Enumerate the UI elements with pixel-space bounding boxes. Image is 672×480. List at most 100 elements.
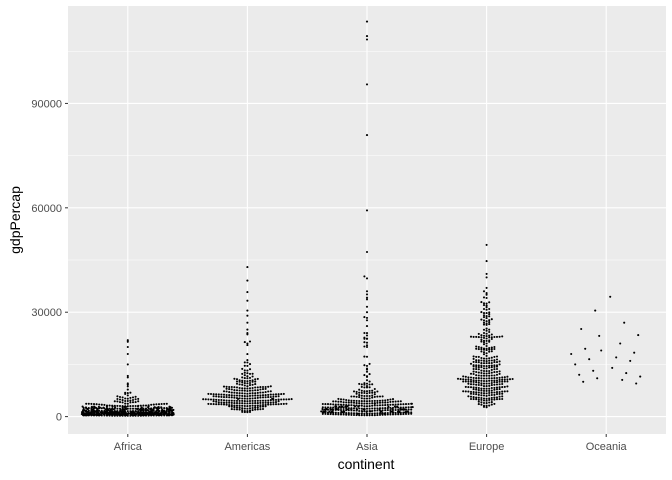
- data-point-americas: [248, 340, 252, 343]
- data-point-asia: [347, 404, 350, 407]
- data-point-europe: [477, 383, 480, 387]
- data-point-africa: [126, 345, 129, 349]
- data-point-americas: [230, 399, 233, 402]
- data-point-americas: [259, 386, 262, 389]
- data-point-americas: [264, 391, 267, 394]
- x-tick-label: Oceania: [586, 441, 628, 453]
- data-point-americas: [261, 396, 265, 399]
- data-point-americas: [241, 394, 244, 397]
- data-point-africa: [137, 410, 140, 413]
- data-point-americas: [209, 398, 213, 401]
- data-point-americas: [267, 399, 270, 402]
- data-point-americas: [246, 405, 249, 408]
- data-point-americas: [254, 380, 257, 383]
- data-point-americas: [282, 398, 285, 401]
- data-point-asia: [389, 400, 392, 403]
- data-point-americas: [267, 403, 270, 406]
- data-point-africa: [137, 400, 140, 403]
- data-point-asia: [347, 413, 350, 416]
- data-point-europe: [482, 392, 486, 395]
- data-point-europe: [469, 397, 473, 401]
- data-point-americas: [233, 396, 236, 399]
- data-point-europe: [495, 358, 499, 361]
- data-point-europe: [488, 334, 491, 337]
- data-point-europe: [490, 386, 493, 390]
- data-point-americas: [272, 393, 275, 396]
- data-point-europe: [467, 378, 470, 381]
- data-point-europe: [485, 296, 488, 300]
- data-point-europe: [485, 342, 488, 345]
- data-point-americas: [259, 391, 262, 394]
- data-point-americas: [235, 408, 239, 411]
- data-point-asia: [365, 334, 369, 337]
- data-point-europe: [490, 361, 493, 365]
- data-point-europe: [472, 380, 475, 383]
- data-point-americas: [256, 408, 259, 411]
- data-point-americas: [222, 390, 226, 393]
- data-point-americas: [246, 389, 249, 393]
- data-point-africa: [85, 402, 88, 405]
- data-point-africa: [134, 410, 137, 413]
- data-point-europe: [495, 364, 499, 367]
- data-point-asia: [376, 399, 379, 402]
- data-point-americas: [267, 393, 270, 396]
- data-point-oceania: [600, 349, 603, 352]
- data-point-europe: [485, 399, 488, 402]
- data-point-asia: [358, 382, 361, 385]
- data-point-americas: [243, 369, 246, 372]
- data-point-asia: [342, 410, 345, 413]
- data-point-europe: [477, 361, 480, 364]
- data-point-europe: [464, 378, 467, 381]
- data-point-europe: [485, 352, 488, 355]
- data-point-asia: [325, 407, 328, 410]
- data-point-europe: [462, 390, 465, 393]
- data-point-europe: [485, 306, 488, 309]
- data-point-americas: [248, 363, 252, 366]
- data-point-europe: [493, 359, 496, 362]
- data-point-americas: [251, 397, 254, 400]
- data-point-americas: [241, 376, 244, 379]
- data-point-europe: [482, 341, 486, 344]
- data-point-asia: [371, 402, 374, 405]
- data-point-americas: [259, 396, 262, 399]
- data-point-africa: [126, 399, 129, 403]
- data-point-europe: [493, 345, 496, 349]
- data-point-europe: [501, 386, 504, 389]
- data-point-americas: [241, 379, 244, 382]
- data-point-africa: [116, 410, 119, 413]
- data-point-americas: [248, 384, 252, 387]
- data-point-europe: [501, 380, 504, 383]
- data-point-americas: [238, 389, 241, 392]
- data-point-europe: [490, 401, 493, 404]
- data-point-americas: [243, 409, 246, 413]
- data-point-africa: [131, 410, 135, 413]
- data-point-americas: [251, 372, 254, 375]
- data-point-americas: [230, 405, 233, 408]
- data-point-europe: [485, 367, 488, 370]
- data-point-africa: [165, 402, 168, 405]
- data-point-africa: [147, 404, 150, 407]
- data-point-europe: [472, 396, 475, 399]
- data-point-europe: [498, 335, 501, 338]
- data-point-americas: [235, 406, 239, 409]
- data-point-americas: [225, 387, 228, 390]
- data-point-asia: [368, 414, 371, 417]
- data-point-americas: [243, 397, 246, 400]
- data-point-europe: [493, 379, 496, 382]
- data-point-europe: [490, 364, 493, 367]
- y-tick-label: 60000: [31, 203, 62, 215]
- data-point-asia: [360, 383, 363, 386]
- data-point-africa: [126, 402, 129, 405]
- data-point-asia: [360, 402, 363, 405]
- data-point-europe: [501, 378, 504, 381]
- data-point-asia: [345, 412, 348, 415]
- data-point-asia: [376, 395, 379, 398]
- data-point-asia: [373, 399, 376, 402]
- data-point-asia: [402, 406, 405, 409]
- data-point-europe: [488, 384, 491, 387]
- data-point-africa: [131, 398, 135, 402]
- data-point-americas: [228, 394, 231, 397]
- data-point-africa: [85, 412, 88, 415]
- data-point-africa: [127, 412, 130, 415]
- data-point-americas: [230, 396, 233, 399]
